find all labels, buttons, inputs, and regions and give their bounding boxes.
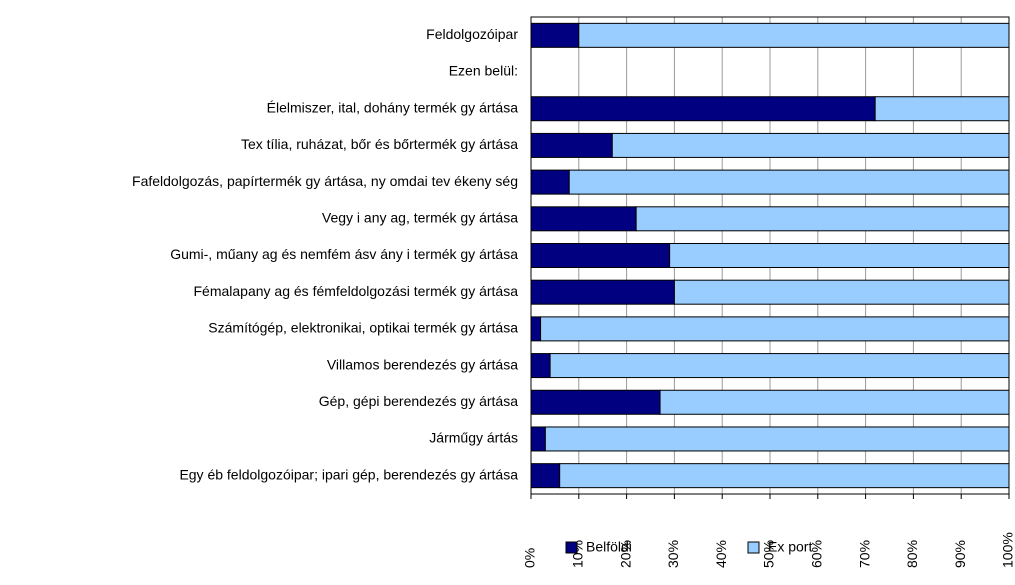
legend-label: Ex port xyxy=(768,539,812,555)
y-tick-label: Vegy i any ag, termék gy ártása xyxy=(322,210,518,226)
bar-segment xyxy=(659,389,1010,415)
y-tick-label: Fafeldolgozás, papírtermék gy ártása, ny… xyxy=(132,173,518,189)
bar-segment xyxy=(669,243,1010,268)
legend-label: Belföldi xyxy=(586,539,632,555)
bar-segment xyxy=(540,316,1010,342)
bar-segment xyxy=(530,132,613,158)
x-tick-label: 60% xyxy=(809,540,825,568)
y-tick-label: Járműgy ártás xyxy=(429,430,518,446)
x-tick-label: 70% xyxy=(856,540,872,568)
y-tick-label: Egy éb feldolgozóipar; ipari gép, berend… xyxy=(179,466,518,482)
bar-segment xyxy=(635,206,1010,232)
x-tick-label: 50% xyxy=(761,540,777,568)
x-tick-label: 90% xyxy=(952,540,968,568)
bar-segment xyxy=(530,22,580,48)
legend-swatch xyxy=(747,541,760,554)
bar-segment xyxy=(530,279,675,305)
x-tick-label: 100% xyxy=(1000,532,1015,568)
x-tick-label: 0% xyxy=(522,548,538,568)
y-tick-label: Gumi-, műany ag és nemfém ásv ány i term… xyxy=(170,246,518,262)
y-tick-label: Ezen belül: xyxy=(449,63,518,79)
bar-segment xyxy=(530,96,876,122)
bar-segment xyxy=(530,389,661,415)
y-tick-label: Fémalapany ag és fémfeldolgozási termék … xyxy=(194,283,519,299)
bar-segment xyxy=(530,353,551,379)
y-tick-label: Feldolgozóipar xyxy=(426,26,518,42)
y-tick-label: Tex tília, ruházat, bőr és bőrtermék gy … xyxy=(241,136,518,152)
legend-swatch xyxy=(565,541,578,554)
bar-segment xyxy=(549,353,1010,379)
x-tick-label: 30% xyxy=(665,540,681,568)
bar-segment xyxy=(530,206,637,232)
y-tick-label: Számítógép, elektronikai, optikai termék… xyxy=(208,320,518,336)
x-tick-label: 20% xyxy=(617,540,633,568)
plot-border xyxy=(530,16,1010,495)
bar-segment xyxy=(530,463,561,489)
bar-segment xyxy=(578,22,1010,48)
x-tick-label: 80% xyxy=(904,540,920,568)
bar-segment xyxy=(673,279,1010,305)
bar-segment xyxy=(568,169,1010,195)
y-tick-label: Gép, gépi berendezés gy ártása xyxy=(319,393,518,409)
y-tick-label: Villamos berendezés gy ártása xyxy=(327,356,518,372)
x-tick-label: 40% xyxy=(713,540,729,568)
bar-segment xyxy=(559,463,1010,489)
bar-segment xyxy=(611,132,1010,158)
y-tick-label: Élelmiszer, ital, dohány termék gy ártás… xyxy=(267,99,519,115)
bar-segment xyxy=(530,426,546,452)
bar-segment xyxy=(530,316,542,342)
bar-segment xyxy=(530,169,570,195)
bar-segment xyxy=(530,243,671,268)
bar-segment xyxy=(544,426,1010,452)
bar-segment xyxy=(874,96,1010,122)
